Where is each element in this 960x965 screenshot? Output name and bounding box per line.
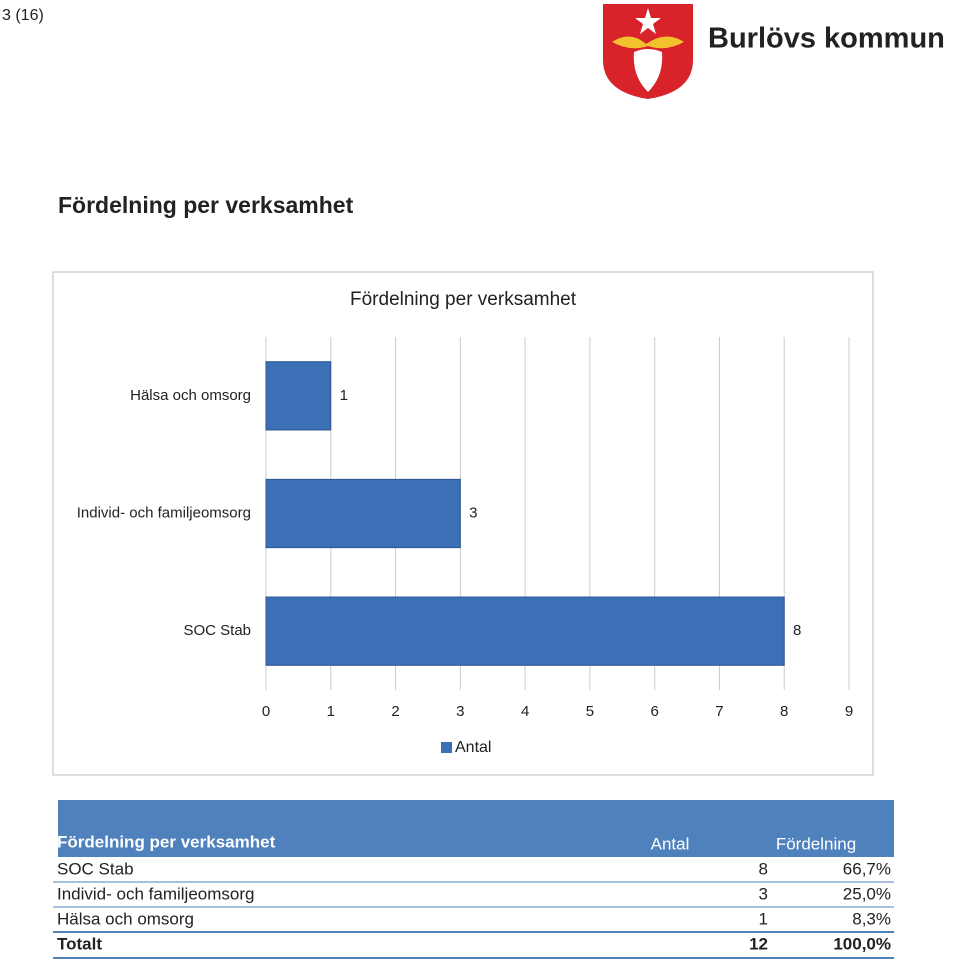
chart-frame [52,271,874,776]
table-header-bg [58,800,894,857]
page-number: 3 (16) [2,7,44,24]
y-tick-label: Hälsa och omsorg [130,387,251,404]
legend-label: Antal [455,739,491,756]
x-tick-label: 2 [391,703,399,720]
x-tick-label: 6 [650,703,658,720]
x-tick-label: 1 [327,703,335,720]
table-header: Fördelning per verksamhet [57,832,276,851]
x-tick-label: 8 [780,703,788,720]
heading: Fördelning per verksamhet [58,192,354,218]
x-tick-label: 3 [456,703,464,720]
y-tick-label: SOC Stab [183,622,251,639]
x-tick-label: 4 [521,703,529,720]
legend-swatch [441,742,452,753]
logo-text: Burlövs kommun [708,23,945,55]
table-header: Fördelning [776,834,856,853]
table-cell: 25,0% [843,884,891,903]
table-cell: Individ- och familjeomsorg [57,884,254,903]
bar [265,596,785,666]
chart-title: Fördelning per verksamhet [350,289,577,310]
table-total: 100,0% [833,934,891,953]
table-cell: 1 [759,909,768,928]
table-cell: 66,7% [843,859,891,878]
x-tick-label: 5 [586,703,594,720]
bar [265,361,332,431]
table-cell: 8 [759,859,768,878]
table-total: Totalt [57,934,102,953]
data-label: 8 [793,622,801,639]
table-cell: Hälsa och omsorg [57,909,194,928]
x-tick-label: 0 [262,703,270,720]
bar [265,478,461,549]
data-label: 1 [340,387,348,404]
x-tick-label: 7 [715,703,723,720]
table-cell: 8,3% [852,909,891,928]
table-total: 12 [749,934,768,953]
table-cell: 3 [759,884,768,903]
y-tick-label: Individ- och familjeomsorg [77,504,251,521]
logo [603,4,693,99]
x-tick-label: 9 [845,703,853,720]
table-cell: SOC Stab [57,859,134,878]
table-header: Antal [651,834,690,853]
data-label: 3 [469,504,477,521]
